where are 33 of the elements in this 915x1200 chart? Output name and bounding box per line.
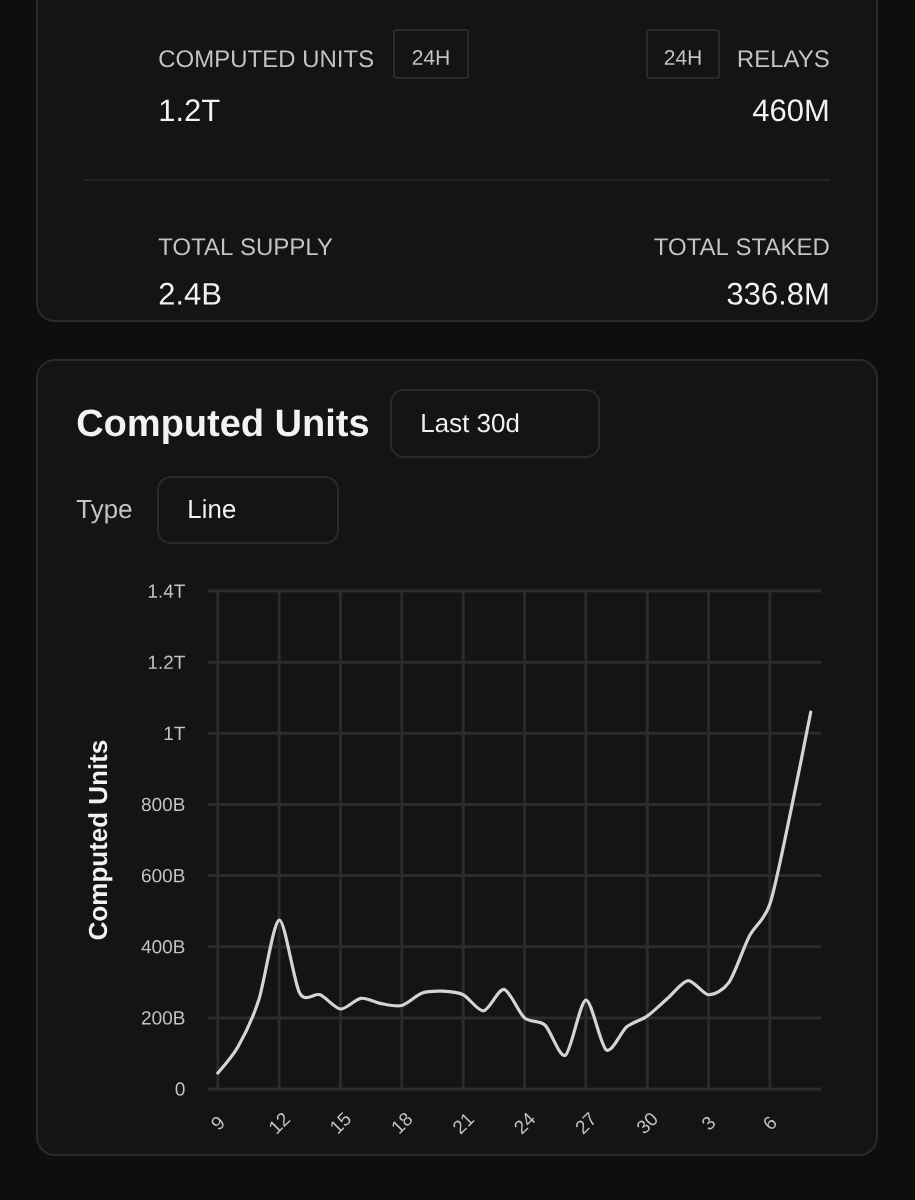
x-tick-label: 30 <box>637 1113 657 1134</box>
y-tick-label: 200B <box>141 1011 185 1025</box>
text: 24H <box>412 50 449 65</box>
text: 2.4B <box>159 282 221 305</box>
x-tick-label: 3 <box>702 1116 715 1130</box>
text: 336.8M <box>727 282 828 305</box>
y-tick-label: 1T <box>164 726 185 740</box>
text: Line <box>189 499 236 519</box>
x-tick-label: 9 <box>211 1117 224 1130</box>
line-series <box>216 710 813 1075</box>
y-tick-label: 1.2T <box>148 655 185 669</box>
text: 460M <box>752 99 828 122</box>
text: TOTAL STAKED <box>654 238 829 256</box>
text: Last 30d <box>422 413 519 433</box>
text: TOTAL SUPPLY <box>158 238 333 256</box>
y-tick-label: 0 <box>175 1082 185 1096</box>
text: RELAYS <box>738 50 829 68</box>
chart-title: Computed Units <box>77 408 369 444</box>
x-tick-label: 27 <box>576 1111 595 1135</box>
y-axis-title: Computed Units <box>88 740 113 940</box>
x-tick-label: 18 <box>392 1113 412 1135</box>
text: Type <box>76 500 132 524</box>
y-tick-label: 600B <box>141 868 185 883</box>
y-tick-label: 800B <box>141 797 185 812</box>
x-tick-label: 6 <box>764 1116 777 1129</box>
x-tick-label: 12 <box>269 1113 291 1135</box>
y-tick-label: 400B <box>141 940 185 954</box>
x-tick-label: 21 <box>453 1113 475 1135</box>
text: 24H <box>664 50 701 65</box>
y-tick-label: 1.4T <box>148 584 185 598</box>
x-tick-label: 24 <box>514 1112 535 1135</box>
text: COMPUTED UNITS <box>159 50 374 68</box>
x-tick-label: 15 <box>331 1111 351 1135</box>
